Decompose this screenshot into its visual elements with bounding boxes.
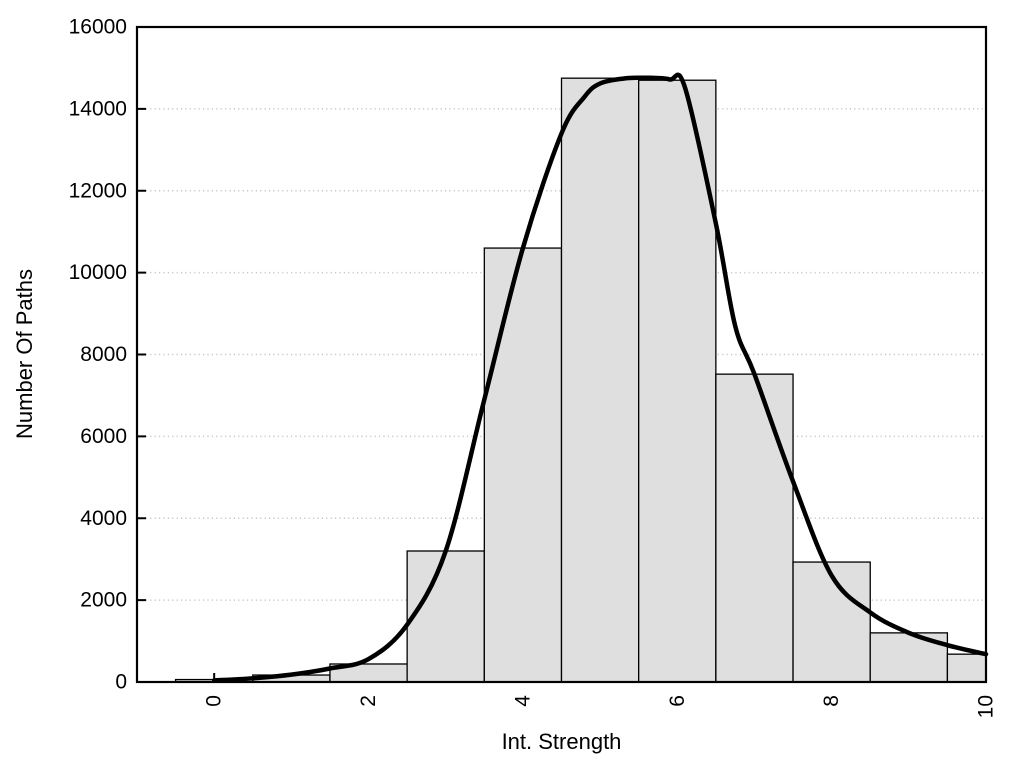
x-tick-label: 4 (511, 695, 534, 707)
y-tick-label: 4000 (80, 507, 127, 530)
y-tick-label: 12000 (69, 179, 127, 202)
x-tick-label: 2 (357, 695, 380, 707)
y-tick-label: 8000 (80, 343, 127, 366)
histogram-bar (560, 77, 640, 683)
y-tick-labels: 0 2000 4000 6000 8000 10000 12000 14000 16000 (69, 16, 127, 694)
histogram-bar (483, 247, 563, 683)
smooth-fit-curve (211, 72, 989, 683)
y-tick-label: 16000 (69, 16, 127, 39)
x-tick-label: 6 (666, 695, 689, 707)
histogram-bar (792, 561, 871, 683)
x-axis-title: Int. Strength (501, 729, 622, 754)
x-tick-label: 0 (203, 695, 226, 707)
histogram-bar (946, 653, 987, 683)
x-tick-label: 10 (975, 695, 998, 718)
y-tick-label: 0 (115, 671, 127, 694)
x-tick-labels: 0 2 4 6 8 10 (203, 695, 998, 719)
y-axis-title: Number Of Paths (12, 269, 37, 439)
histogram-bar (715, 373, 794, 683)
histogram-bar (406, 550, 485, 683)
y-tick-label: 2000 (80, 589, 127, 612)
gridlines (137, 108, 986, 601)
histogram-bars (174, 77, 987, 683)
x-tick-label: 8 (820, 695, 843, 707)
y-tick-label: 6000 (80, 425, 127, 448)
plot-frame (135, 25, 988, 684)
y-tick-label: 10000 (69, 261, 127, 284)
histogram-bar (638, 79, 717, 683)
y-tick-label: 14000 (69, 97, 127, 120)
